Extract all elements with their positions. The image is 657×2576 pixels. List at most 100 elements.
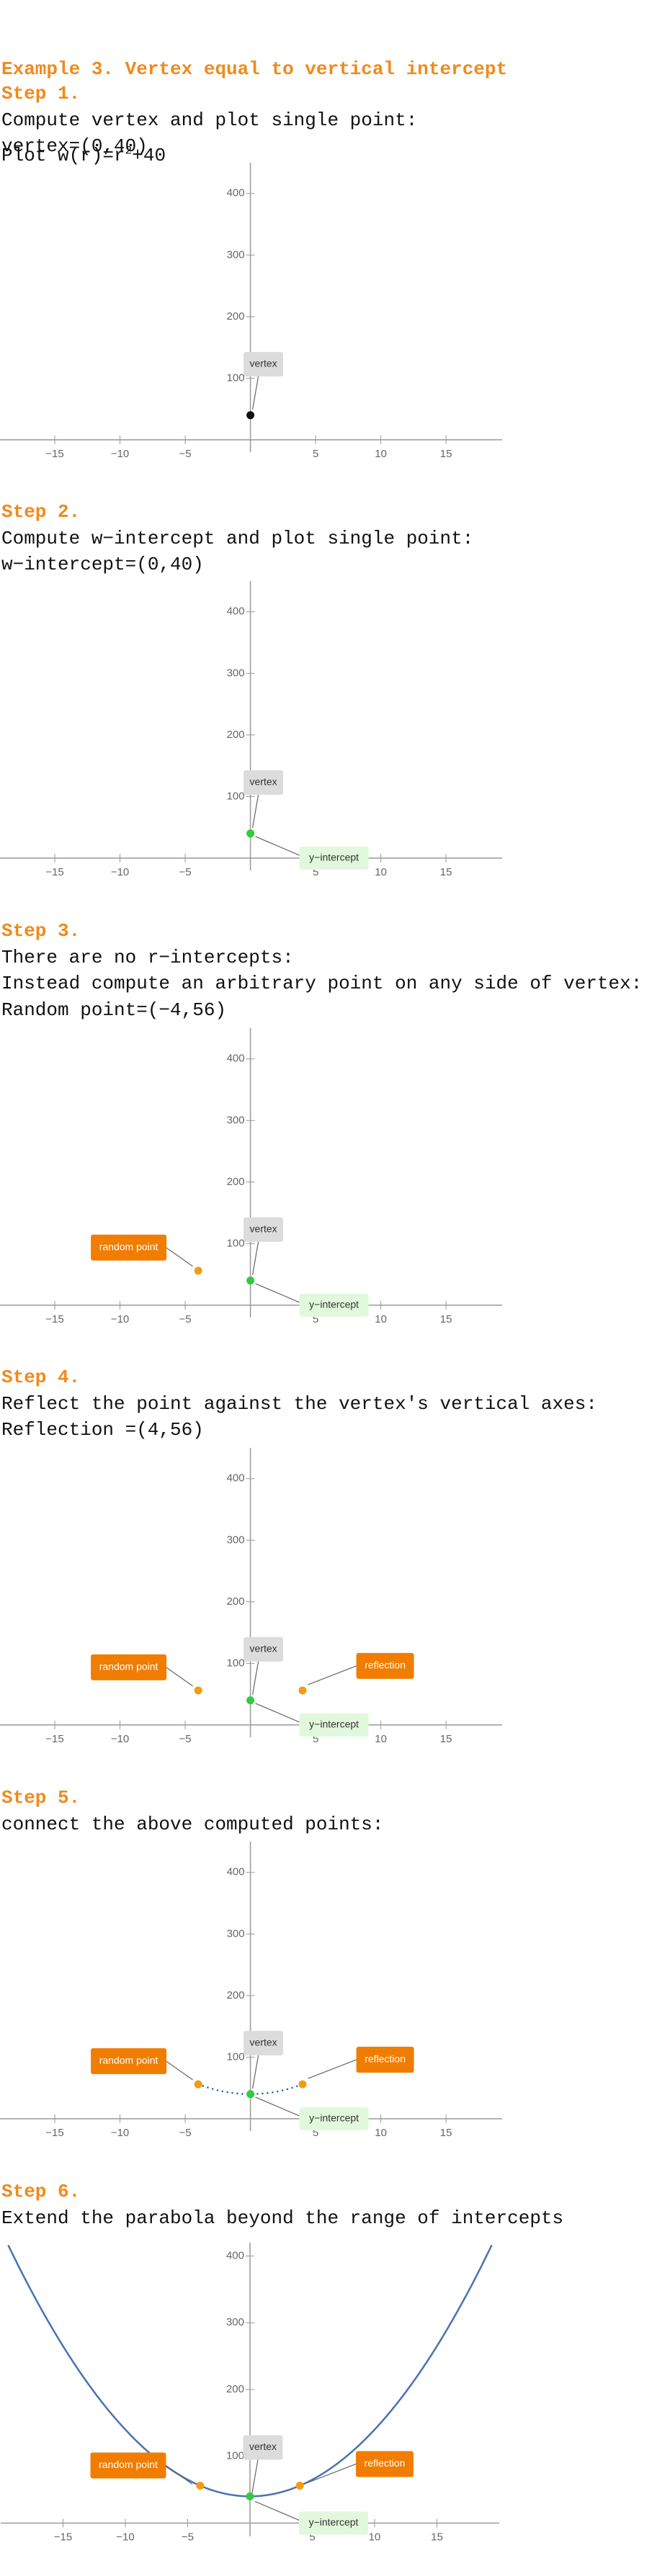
- x-tick-label: 15: [440, 1733, 452, 1745]
- point: [246, 2090, 255, 2099]
- x-tick-label: −15: [45, 1313, 63, 1325]
- y-tick-label: 100: [227, 2050, 245, 2063]
- point: [246, 1276, 255, 1285]
- chart: −15 −10 −5 5 10 15 100 200 300 400 vertex y−interce…: [0, 1028, 502, 1325]
- label-box: [243, 2435, 283, 2460]
- x-tick-label: 5: [313, 448, 318, 460]
- x-tick-label: −5: [182, 2531, 194, 2543]
- x-tick-label: −5: [179, 2127, 192, 2139]
- label-text: y−intercept: [309, 1719, 359, 1730]
- callout-line: [166, 2061, 193, 2081]
- function-line: Plot w(r)=r2+40: [1, 141, 507, 170]
- x-tick-label: −10: [111, 448, 129, 460]
- step-line: w−intercept=(0,40): [1, 554, 204, 575]
- y-tick-label: 200: [227, 310, 245, 323]
- x-tick-label: −15: [54, 2531, 72, 2543]
- step-line: Compute vertex and plot single point:: [1, 109, 418, 131]
- x-tick-label: −5: [179, 1313, 192, 1325]
- point: [246, 2492, 254, 2500]
- y-tick-label: 400: [227, 1472, 245, 1485]
- step-heading: Step 2.: [1, 501, 81, 523]
- label-text: vertex: [250, 2037, 277, 2048]
- point: [194, 1686, 202, 1695]
- y-tick-label: 400: [227, 187, 245, 199]
- constant: 40: [143, 145, 166, 166]
- y-tick-label: 300: [227, 1114, 245, 1126]
- exponent: 2: [125, 144, 133, 158]
- x-tick-label: −5: [179, 448, 192, 460]
- header: Example 3. Vertex equal to vertical inte…: [1, 0, 507, 199]
- y-tick-label: 400: [227, 1866, 245, 1878]
- x-tick-label: 10: [375, 1313, 387, 1325]
- point: [246, 829, 255, 838]
- y-tick-label: 200: [227, 1989, 245, 2001]
- step-text: Step 1. Compute vertex and plot single po…: [1, 81, 417, 160]
- x-tick-label: 15: [431, 2531, 443, 2543]
- label-text: random point: [99, 1661, 158, 1672]
- chart: −15 −10 −5 5 10 15 100 200 300 400 vertex: [0, 163, 502, 460]
- callout-line: [308, 2059, 357, 2079]
- label-text: vertex: [250, 776, 277, 788]
- label-box: [91, 2048, 167, 2074]
- title: Example 3. Vertex equal to vertical inte…: [1, 58, 508, 80]
- callout-line: [254, 2500, 300, 2521]
- step-heading: Step 1.: [1, 83, 81, 104]
- label-text: vertex: [250, 358, 277, 369]
- label-box: [243, 1636, 284, 1662]
- point: [295, 2482, 304, 2490]
- y-tick-label: 100: [227, 790, 245, 802]
- callout-line: [255, 1703, 300, 1723]
- label-text: vertex: [249, 2441, 277, 2452]
- label-box: [356, 2451, 414, 2477]
- x-tick-label: 10: [375, 866, 387, 878]
- label-box: [91, 1654, 167, 1680]
- callout-line: [252, 1241, 259, 1275]
- x-tick-label: 10: [375, 448, 387, 460]
- x-tick-label: 10: [375, 1733, 387, 1745]
- x-tick-label: 5: [313, 1733, 318, 1745]
- callout-line: [166, 1667, 193, 1687]
- x-tick-label: 15: [440, 2127, 452, 2139]
- step-heading: Step 5.: [1, 1787, 81, 1809]
- label-box: [299, 1293, 369, 1317]
- x-tick-label: −15: [45, 448, 63, 460]
- step-heading: Step 3.: [1, 920, 81, 942]
- step-text: Step 2. Compute w−intercept and plot sing…: [1, 499, 473, 578]
- label-text: vertex: [250, 1223, 277, 1235]
- x-tick-label: −15: [45, 1733, 63, 1745]
- y-tick-label: 400: [227, 605, 245, 618]
- plus: +: [132, 145, 143, 166]
- step-line: Instead compute an arbitrary point on an…: [1, 973, 643, 994]
- x-tick-label: −10: [111, 1313, 129, 1325]
- step-line: Reflection =(4,56): [1, 1419, 204, 1441]
- callout-line: [252, 1661, 259, 1695]
- point: [298, 1686, 307, 1695]
- chart: −15 −10 −5 5 10 15 100 200 300 400 vertex y−interce…: [1, 2243, 499, 2543]
- y-tick-label: 100: [227, 371, 245, 384]
- y-tick-label: 400: [226, 2250, 244, 2262]
- label-text: random point: [99, 1241, 158, 1253]
- step-text: Step 5. connect the above computed points…: [1, 1785, 384, 1837]
- x-tick-label: 5: [309, 2531, 315, 2543]
- y-tick-label: 400: [227, 1053, 245, 1065]
- y-tick-label: 300: [227, 1927, 245, 1940]
- x-tick-label: −10: [111, 1733, 129, 1745]
- point: [196, 2482, 205, 2490]
- x-tick-label: −5: [179, 1733, 192, 1745]
- callout-line: [255, 836, 300, 856]
- point: [194, 2080, 202, 2089]
- step-line: Reflect the point against the vertex's v…: [1, 1392, 597, 1415]
- label-text: y−intercept: [309, 2516, 359, 2528]
- point: [246, 411, 255, 420]
- x-tick-label: −5: [179, 866, 192, 878]
- step-text: Step 6. Extend the parabola beyond the ra…: [1, 2179, 563, 2231]
- y-tick-label: 100: [227, 1237, 245, 1249]
- step-line: vertex=(0,40): [1, 135, 148, 157]
- label-text: reflection: [365, 2053, 406, 2065]
- label-text: random point: [99, 2459, 158, 2470]
- x-tick-label: −15: [45, 866, 63, 878]
- label-box: [243, 770, 284, 795]
- function-text: Plot w(r)=r: [1, 145, 125, 166]
- y-tick-label: 200: [226, 2383, 244, 2395]
